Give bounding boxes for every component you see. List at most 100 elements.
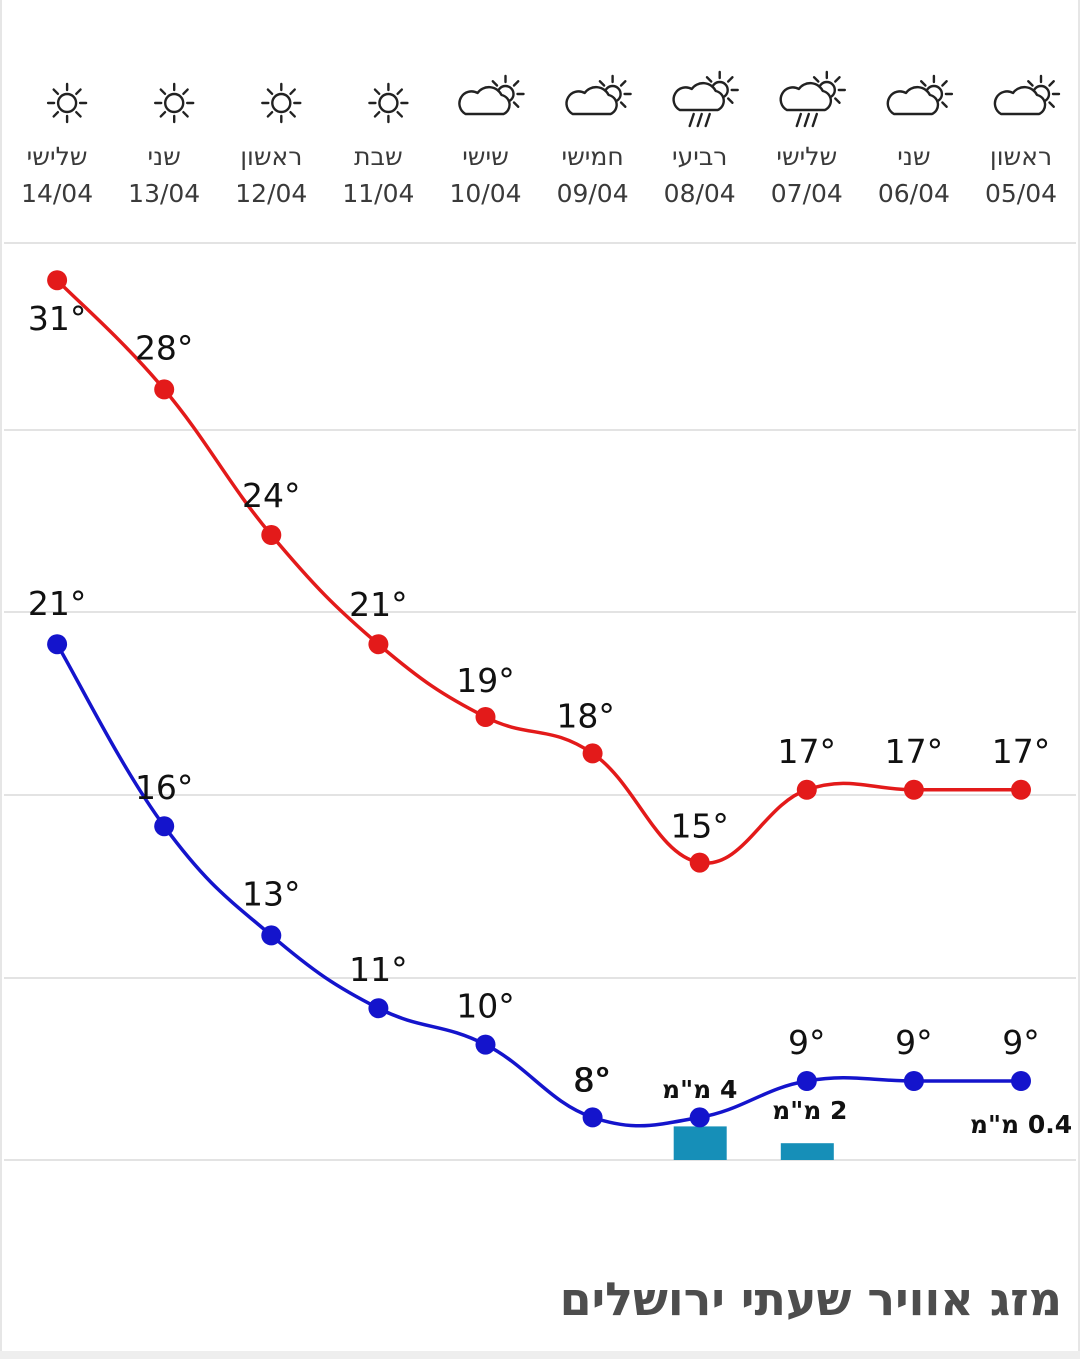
sun-ray — [52, 88, 60, 96]
max-temp-line — [55, 278, 1021, 865]
sun-ray — [705, 76, 713, 83]
partly-cloudy-icon — [886, 74, 954, 116]
max-temp-label: 19° — [456, 661, 515, 700]
min-temp-label: 10° — [456, 987, 515, 1026]
max-temp-label: 17° — [778, 732, 837, 771]
day-label: ראשון — [990, 142, 1052, 171]
max-temp-point — [261, 525, 282, 545]
day-label: שני — [148, 142, 181, 171]
sun-ray — [266, 110, 274, 118]
sun-ray — [919, 80, 927, 87]
min-temp-point — [689, 1107, 710, 1128]
max-temp-label: 21° — [349, 585, 408, 624]
date-label: 11/04 — [342, 179, 414, 208]
sun-icon — [46, 82, 88, 124]
max-temp-point — [903, 779, 924, 800]
min-temp-label: 8° — [573, 1060, 611, 1099]
min-temp-point — [796, 1071, 817, 1091]
day-label: שני — [897, 142, 930, 171]
date-label: 06/04 — [878, 179, 950, 208]
max-temp-label: 18° — [556, 696, 615, 735]
sun-icon — [153, 82, 195, 124]
max-temp-label: 17° — [885, 732, 944, 771]
sun-ray — [619, 80, 627, 87]
min-temp-point — [154, 816, 175, 837]
max-temp-point — [154, 379, 175, 400]
sun-ray — [289, 88, 296, 96]
date-label: 13/04 — [128, 179, 200, 208]
day-label: שלישי — [27, 142, 88, 171]
sun-ray — [834, 76, 841, 83]
sun-ray — [396, 88, 404, 96]
rain-drop — [811, 112, 818, 128]
sun-ray — [396, 110, 404, 118]
date-label: 09/04 — [557, 179, 629, 208]
sun-ray — [941, 80, 948, 87]
sun-disc — [56, 92, 78, 114]
date-label: 05/04 — [985, 179, 1057, 208]
rain-drop — [803, 112, 810, 128]
rain-icon — [779, 70, 846, 128]
day-label: רביעי — [672, 142, 727, 171]
max-temp-label: 17° — [992, 732, 1051, 771]
sun-ray — [941, 101, 948, 108]
sun-ray — [1027, 80, 1034, 87]
precip-bar — [673, 1126, 727, 1160]
max-temp-label: 31° — [28, 299, 87, 338]
precip-label: 2 מ"מ — [772, 1096, 847, 1125]
sun-ray — [159, 88, 167, 96]
cloud-shape — [886, 85, 940, 116]
sun-ray — [726, 97, 734, 104]
rain-drop — [795, 112, 802, 128]
sun-icon — [261, 82, 302, 124]
max-temp-label: 28° — [135, 328, 194, 367]
max-temp-point — [689, 852, 710, 873]
min-temp-point — [261, 925, 282, 946]
cloud-shape — [458, 85, 511, 116]
min-temp-point — [903, 1071, 924, 1091]
bottom-divider — [0, 1351, 1080, 1359]
sun-ray — [512, 101, 520, 108]
max-temp-point — [475, 707, 496, 727]
sun-ray — [726, 76, 734, 83]
page-title: מזג אוויר שעתי ירושלים — [559, 1272, 1062, 1326]
max-temp-label: 15° — [670, 807, 729, 846]
min-temp-point — [47, 634, 68, 655]
cloud-shape — [779, 81, 833, 112]
rain-drop — [696, 112, 703, 128]
rain-drop — [688, 112, 695, 128]
min-temp-line — [55, 643, 1021, 1128]
rain-icon — [672, 70, 739, 128]
max-temp-point — [796, 779, 817, 800]
sun-ray — [1048, 101, 1055, 108]
sun-ray — [812, 76, 820, 83]
date-label: 12/04 — [235, 179, 307, 208]
sun-ray — [373, 88, 381, 96]
sun-ray — [266, 88, 274, 96]
sun-ray — [834, 97, 841, 104]
sun-ray — [1048, 80, 1055, 87]
day-label: שישי — [462, 142, 509, 171]
partly-cloudy-icon — [458, 74, 525, 116]
date-label: 14/04 — [21, 179, 93, 208]
day-label: שלישי — [776, 142, 837, 171]
sun-disc — [271, 92, 292, 114]
sun-ray — [52, 110, 60, 118]
sun-ray — [619, 101, 627, 108]
sun-disc — [378, 92, 399, 114]
sun-disc — [163, 92, 185, 114]
precip-label: 4 מ"מ — [662, 1075, 737, 1104]
sun-ray — [75, 88, 82, 96]
min-temp-label: 8° — [574, 1060, 612, 1099]
max-temp-point — [47, 270, 68, 291]
min-temp-label: 9° — [895, 1023, 933, 1062]
sun-ray — [373, 110, 381, 118]
partly-cloudy-icon — [565, 74, 632, 116]
min-temp-point — [1011, 1071, 1031, 1091]
max-temp-point — [582, 743, 603, 764]
min-temp-point — [475, 1034, 496, 1055]
date-label: 10/04 — [449, 179, 521, 208]
max-temp-point — [368, 634, 389, 655]
min-temp-label: 13° — [242, 874, 301, 913]
